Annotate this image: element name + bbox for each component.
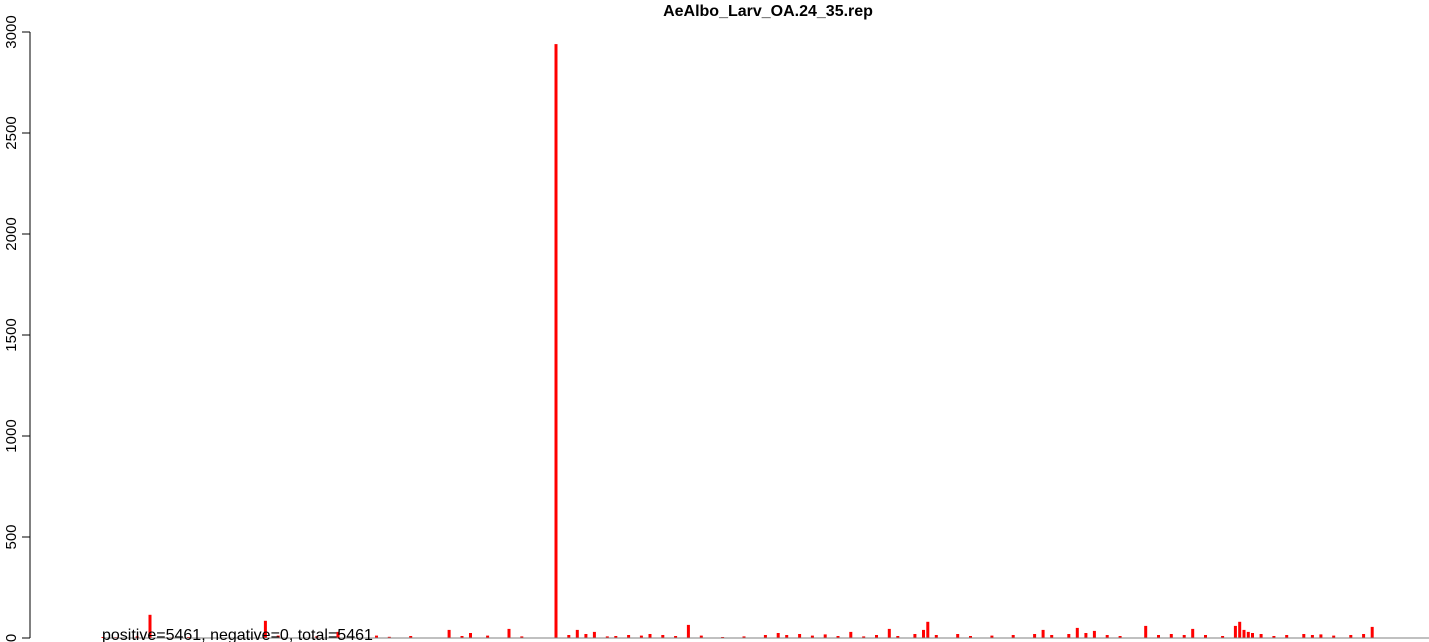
- bar: [1092, 630, 1096, 638]
- bar: [1310, 635, 1314, 638]
- y-tick-label: 2000: [3, 217, 20, 250]
- bar: [135, 636, 139, 638]
- bar: [699, 635, 703, 638]
- bar: [1011, 635, 1015, 638]
- bar: [614, 636, 618, 638]
- bar: [1084, 633, 1088, 638]
- bar: [836, 636, 840, 638]
- y-axis: 0 500 1000 1500 2000 2500 3000: [3, 15, 31, 642]
- bar: [922, 629, 925, 638]
- bar: [1233, 625, 1237, 638]
- count-annotation: positive=5461, negative=0, total=5461: [102, 627, 373, 642]
- y-tick-label: 3000: [3, 15, 20, 48]
- bar: [1204, 635, 1207, 638]
- bar: [823, 634, 827, 638]
- bar: [1050, 635, 1054, 638]
- bar: [567, 635, 571, 638]
- bar: [575, 629, 579, 638]
- bar: [862, 636, 866, 638]
- y-tick-label: 2500: [3, 116, 20, 149]
- bar: [1157, 635, 1160, 638]
- bar: [798, 634, 802, 638]
- bar: [1067, 634, 1071, 638]
- bar: [1251, 633, 1254, 638]
- bar: [1242, 629, 1246, 638]
- bar: [810, 635, 814, 638]
- bar: [763, 635, 767, 638]
- bar: [913, 634, 917, 638]
- bar: [934, 635, 938, 638]
- bar: [1272, 636, 1276, 638]
- bar: [1238, 621, 1242, 638]
- bar: [1246, 631, 1250, 638]
- bar: [1191, 628, 1195, 638]
- y-tick-label: 1500: [3, 318, 20, 351]
- bar: [1182, 635, 1186, 638]
- bar: [1221, 636, 1225, 638]
- bar: [276, 635, 280, 638]
- bar: [1259, 634, 1263, 638]
- bar: [1362, 634, 1366, 638]
- bar: [460, 636, 464, 638]
- bar: [1349, 635, 1353, 638]
- bar: [447, 629, 451, 638]
- bar: [375, 635, 378, 638]
- y-tick-label: 0: [3, 634, 20, 642]
- bar: [1169, 634, 1173, 638]
- bar: [1033, 634, 1037, 638]
- bar: [1075, 627, 1079, 638]
- bar: [686, 624, 690, 638]
- bar: [1319, 634, 1323, 638]
- bar: [956, 634, 960, 638]
- bar: [387, 636, 391, 638]
- bar: [926, 621, 930, 638]
- y-tick-label: 500: [3, 524, 20, 549]
- y-tick-label: 1000: [3, 419, 20, 452]
- bar: [336, 631, 340, 638]
- bar: [849, 631, 853, 638]
- bar: [969, 636, 972, 638]
- bar: [785, 635, 789, 638]
- chart-title: AeAlbo_Larv_OA.24_35.rep: [663, 3, 873, 20]
- bar: [661, 635, 665, 638]
- bar: [1285, 635, 1289, 638]
- bar: [1302, 634, 1306, 638]
- bar: [887, 628, 891, 638]
- bar: [875, 635, 878, 638]
- bar: [1332, 635, 1336, 638]
- bar: [263, 620, 267, 638]
- bar: [486, 635, 490, 638]
- bar: [627, 635, 631, 638]
- bar: [1370, 626, 1374, 638]
- bar: [639, 635, 643, 638]
- bar: [742, 636, 746, 638]
- bar: [148, 614, 152, 638]
- bar-series: [101, 44, 1374, 639]
- bar: [592, 631, 596, 638]
- bar: [520, 636, 524, 638]
- bar: [648, 634, 652, 638]
- bar: [1105, 635, 1109, 638]
- bar: [776, 633, 780, 638]
- bar: [990, 635, 994, 638]
- bar: [1144, 625, 1148, 638]
- bar: [1041, 629, 1045, 638]
- bar: [507, 628, 511, 638]
- bar: [469, 633, 472, 638]
- bar: [674, 636, 678, 638]
- bar: [409, 636, 413, 638]
- bar: [584, 634, 588, 638]
- bar: [1118, 636, 1122, 638]
- bar: [315, 636, 319, 638]
- bar: [554, 44, 558, 639]
- bar: [605, 636, 609, 638]
- bar: [896, 636, 900, 638]
